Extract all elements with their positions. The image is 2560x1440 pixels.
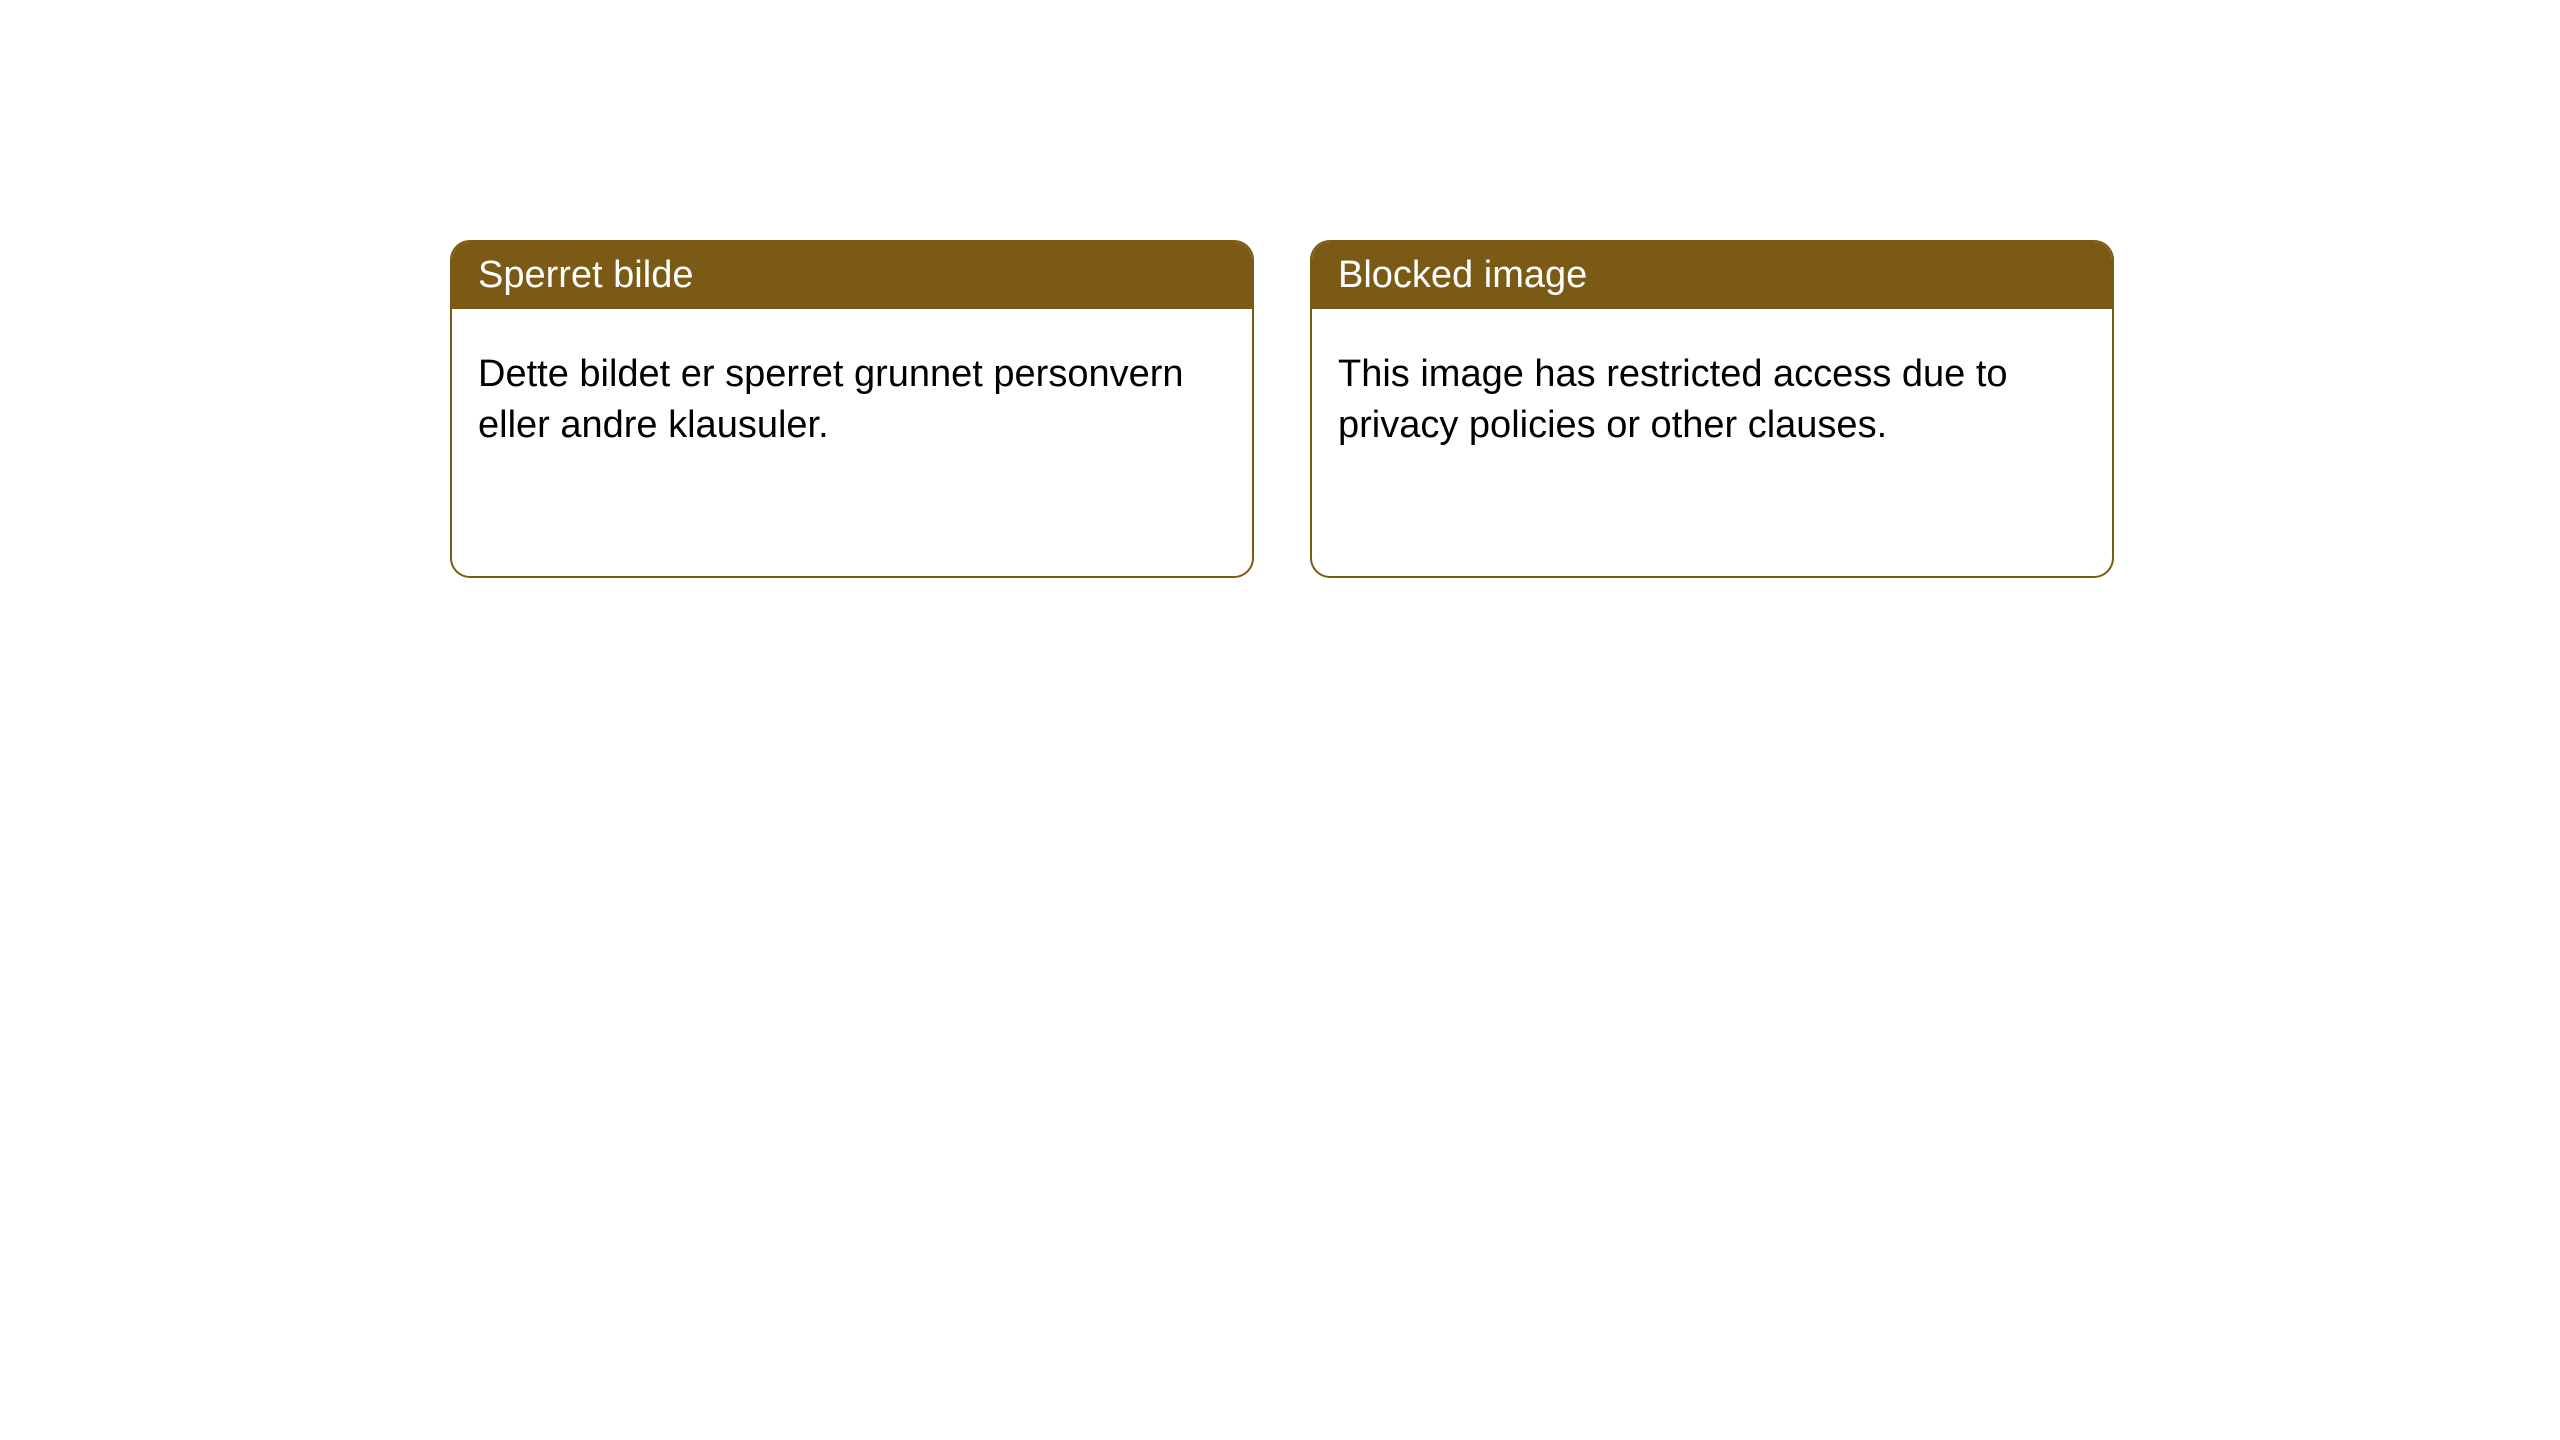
card-body-no: Dette bildet er sperret grunnet personve… [452, 309, 1252, 492]
blocked-image-notice-pair: Sperret bilde Dette bildet er sperret gr… [450, 240, 2560, 578]
card-body-en: This image has restricted access due to … [1312, 309, 2112, 492]
blocked-image-card-no: Sperret bilde Dette bildet er sperret gr… [450, 240, 1254, 578]
card-title-en: Blocked image [1312, 242, 2112, 309]
blocked-image-card-en: Blocked image This image has restricted … [1310, 240, 2114, 578]
card-title-no: Sperret bilde [452, 242, 1252, 309]
